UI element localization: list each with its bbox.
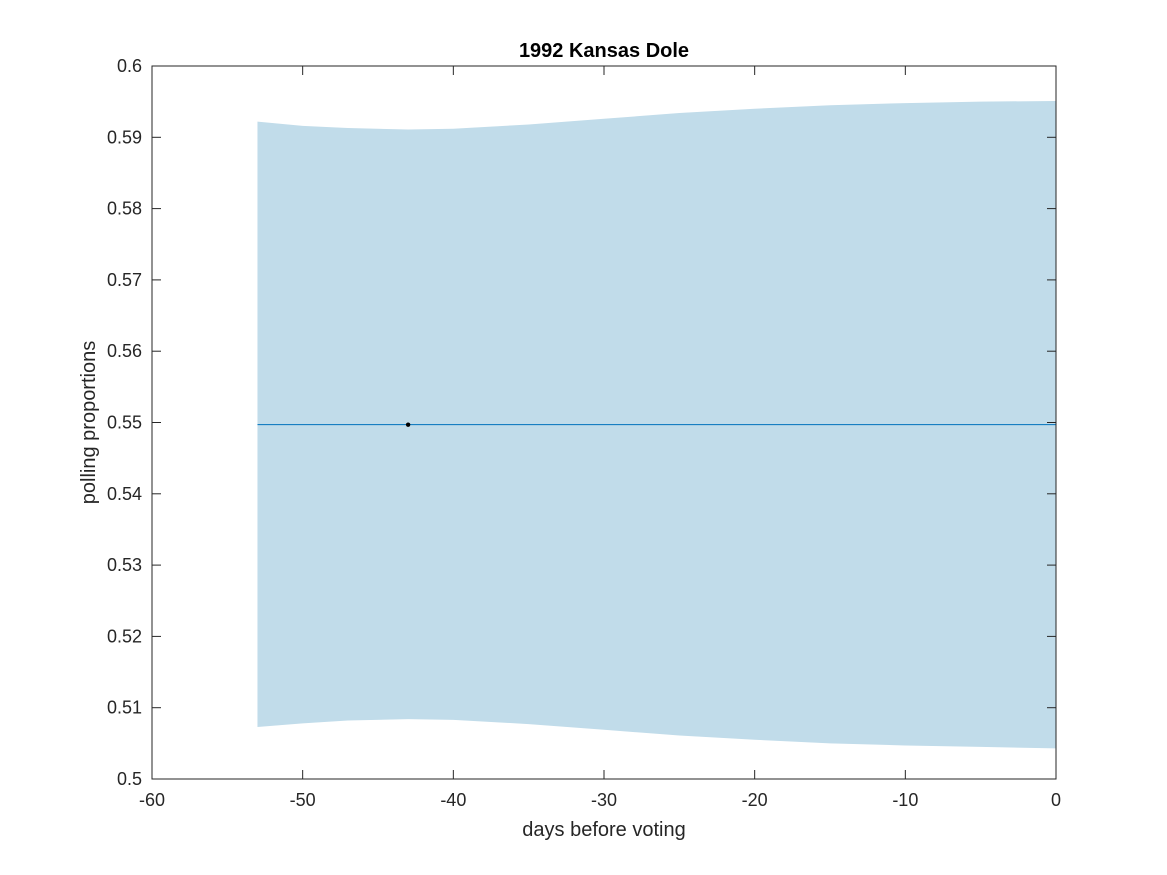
y-tick-labels: 0.5 0.51 0.52 0.53 0.54 0.55 0.56 0.57 0.58 0.59 0… [107, 56, 142, 789]
y-tick-label-10: 0.6 [117, 56, 142, 76]
x-tick-label-1: -50 [290, 790, 316, 810]
y-tick-label-8: 0.58 [107, 199, 142, 219]
y-axis-label: polling proportions [78, 341, 100, 504]
y-tick-label-6: 0.56 [107, 341, 142, 361]
plot-area [257, 100, 1057, 749]
x-axis-label: days before voting [522, 819, 685, 841]
x-tick-label-0: -60 [139, 790, 165, 810]
y-tick-label-4: 0.54 [107, 484, 142, 504]
x-tick-label-5: -10 [892, 790, 918, 810]
tick-marks [151, 65, 1057, 780]
poll-points [405, 422, 411, 427]
y-tick-label-3: 0.53 [107, 555, 142, 575]
y-tick-label-1: 0.51 [107, 698, 142, 718]
y-tick-label-2: 0.52 [107, 626, 142, 646]
chart-title: 1992 Kansas Dole [519, 40, 689, 62]
y-tick-label-5: 0.55 [107, 413, 142, 433]
x-tick-label-6: 0 [1051, 790, 1061, 810]
y-tick-label-9: 0.59 [107, 127, 142, 147]
y-tick-label-7: 0.57 [107, 270, 142, 290]
y-tick-label-0: 0.5 [117, 769, 142, 789]
x-tick-label-2: -40 [440, 790, 466, 810]
x-tick-label-3: -30 [591, 790, 617, 810]
x-tick-label-4: -20 [742, 790, 768, 810]
x-tick-labels: -60 -50 -40 -30 -20 -10 0 [139, 790, 1061, 810]
poll-point-0 [405, 422, 411, 427]
